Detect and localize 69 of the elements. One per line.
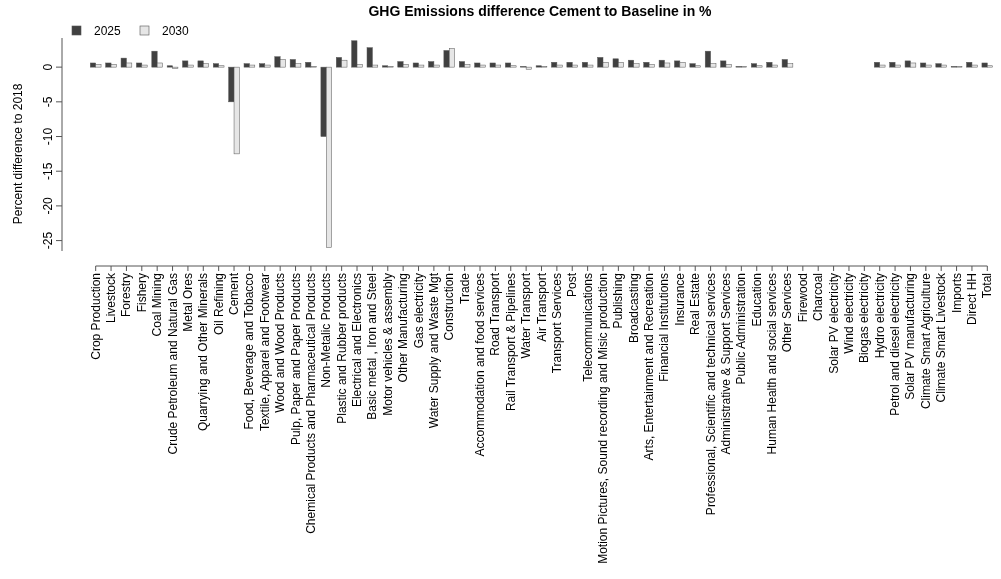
y-tick-label: -20: [41, 196, 55, 215]
x-tick-label: Firewood: [795, 273, 810, 323]
y-axis-title: Percent difference to 2018: [11, 83, 25, 225]
x-tick-label: Climate Smart Livestock: [934, 272, 949, 403]
x-tick-label: Quarrying and Other Minerals: [196, 273, 211, 432]
x-tick-label: Air Transport: [534, 272, 549, 342]
x-tick-label: Accommodation and food services: [473, 273, 488, 457]
x-tick-label: Direct HH: [964, 273, 979, 326]
x-tick-label: Plastic and Rubber products: [334, 273, 349, 424]
x-tick-label: Trade: [457, 272, 472, 304]
x-tick-label: Coal Mining: [150, 273, 165, 337]
x-tick-label: Human Health and social services: [765, 273, 780, 455]
x-tick-label: Other Manufacturing: [396, 273, 411, 383]
x-tick-label: Telecommunications: [580, 273, 595, 382]
x-tick-label: Administrative & Support Services: [718, 273, 733, 455]
x-tick-label: Cement: [227, 272, 242, 316]
x-tick-label: Gas electricity: [411, 273, 426, 349]
x-tick-label: Other Services: [780, 273, 795, 353]
x-tick-label: Crop Production: [88, 273, 103, 360]
x-tick-label: Arts, Entertainment and Recreation: [642, 273, 657, 461]
x-tick-label: Motor vehicles & assembly: [380, 273, 395, 416]
x-tick-label: Metal Ores: [180, 273, 195, 332]
x-tick-label: Electrical and Electronics: [350, 273, 365, 408]
x-tick-label: Crude Petroleum and Natural Gas: [165, 273, 180, 455]
x-tick-label: Imports: [949, 273, 964, 314]
x-tick-label: Broadcasting: [626, 273, 641, 344]
x-tick-label: Petrol and diesel electricity: [888, 273, 903, 416]
x-tick-label: Forestry: [119, 273, 134, 318]
x-tick-label: Motion Pictures, Sound recording and Misic production: [595, 273, 610, 564]
x-tick-label: Fishery: [134, 273, 149, 313]
y-tick-label: -10: [41, 127, 55, 146]
x-tick-label: Publishing: [611, 273, 626, 329]
y-tick-label: -15: [41, 162, 55, 180]
x-tick-label: Wood and Wood Products: [273, 273, 288, 413]
x-tick-label: Food, Beverage and Tobacco: [242, 272, 257, 430]
x-tick-label: Rail Transport & Pipelines: [503, 273, 518, 412]
x-tick-label: Public Administration: [734, 273, 749, 385]
x-tick-label: Solar PV electricity: [826, 273, 841, 374]
y-tick-label: -5: [41, 96, 55, 108]
x-tick-label: Post: [565, 272, 580, 298]
legend-label: 2025: [94, 24, 122, 38]
x-tick-label: Chemical Products and Pharmaceutical Products: [303, 273, 318, 534]
x-tick-label: Financial Institutions: [657, 273, 672, 382]
x-tick-label: Climate Smart Agriculture: [918, 272, 933, 410]
y-tick-label: 0: [41, 63, 55, 71]
y-tick-label: -25: [41, 231, 55, 250]
x-tick-label: Construction: [442, 273, 457, 341]
legend-label: 2030: [162, 24, 190, 38]
x-tick-label: Water Transport: [519, 272, 534, 359]
x-tick-label: Insurance: [672, 272, 687, 326]
x-tick-label: Water Supply and Waste Mgt: [426, 272, 441, 429]
x-tick-label: Solar PV manufacturing: [903, 273, 918, 400]
x-tick-label: Oil Refining: [211, 273, 226, 336]
x-tick-label: Total: [980, 273, 995, 299]
x-tick-label: Textile, Apparel and Footwear: [257, 273, 272, 432]
x-tick-label: Hydro electricity: [872, 273, 887, 359]
x-tick-label: Road Transport: [488, 272, 503, 356]
x-tick-label: Non-Metalic Products: [319, 273, 334, 388]
x-tick-label: Real Estate: [688, 272, 703, 336]
x-tick-label: Education: [749, 273, 764, 327]
x-tick-label: Charcoal: [811, 273, 826, 322]
x-tick-label: Livestock: [104, 272, 119, 324]
x-tick-label: Wind electricity: [841, 273, 856, 354]
x-tick-label: Professional, Scientific and technical services: [703, 273, 718, 516]
x-tick-label: Transport Services: [549, 273, 564, 374]
x-tick-label: Basic metal , Iron and Steel: [365, 273, 380, 420]
x-tick-label: Biogas electricity: [857, 273, 872, 364]
x-tick-label: Pulp, Paper and Paper Products: [288, 273, 303, 446]
chart-title: GHG Emissions difference Cement to Baseline in %: [368, 3, 713, 19]
